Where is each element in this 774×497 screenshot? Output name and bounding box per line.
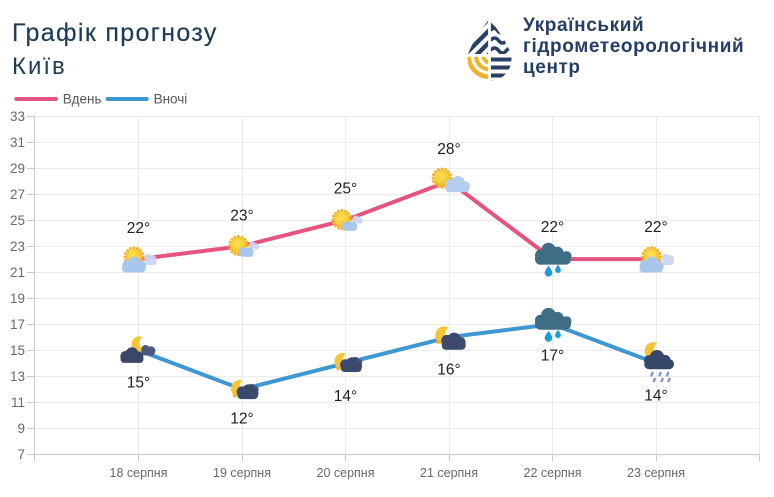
svg-text:21: 21 (10, 265, 25, 280)
svg-text:22°: 22° (644, 219, 667, 236)
svg-text:27: 27 (10, 187, 25, 202)
svg-text:28°: 28° (437, 141, 460, 158)
svg-text:23 серпня: 23 серпня (627, 466, 685, 480)
svg-text:33: 33 (10, 109, 25, 124)
svg-text:22°: 22° (127, 220, 150, 237)
svg-text:17: 17 (10, 317, 25, 332)
svg-text:19 серпня: 19 серпня (213, 466, 271, 480)
svg-text:20 серпня: 20 серпня (317, 466, 375, 480)
svg-text:19: 19 (10, 291, 25, 306)
svg-text:7: 7 (17, 447, 25, 462)
svg-text:Вдень: Вдень (63, 92, 102, 107)
svg-text:23: 23 (10, 239, 25, 254)
svg-text:21 серпня: 21 серпня (420, 466, 478, 480)
svg-text:13: 13 (10, 369, 25, 384)
svg-text:14°: 14° (334, 388, 357, 405)
svg-text:15°: 15° (127, 375, 150, 392)
svg-text:22°: 22° (541, 219, 564, 236)
svg-text:17°: 17° (541, 348, 564, 365)
svg-text:31: 31 (10, 135, 25, 150)
svg-text:9: 9 (17, 421, 25, 436)
svg-text:29: 29 (10, 161, 25, 176)
svg-text:25°: 25° (334, 181, 357, 198)
svg-text:14°: 14° (644, 388, 667, 405)
svg-text:25: 25 (10, 213, 25, 228)
svg-text:16°: 16° (437, 361, 460, 378)
svg-text:15: 15 (10, 343, 25, 358)
svg-text:Вночі: Вночі (154, 92, 188, 107)
svg-text:18 серпня: 18 серпня (110, 466, 168, 480)
svg-text:22 серпня: 22 серпня (524, 466, 582, 480)
svg-text:11: 11 (11, 395, 25, 410)
svg-text:23°: 23° (230, 208, 253, 225)
svg-text:12°: 12° (230, 411, 253, 428)
